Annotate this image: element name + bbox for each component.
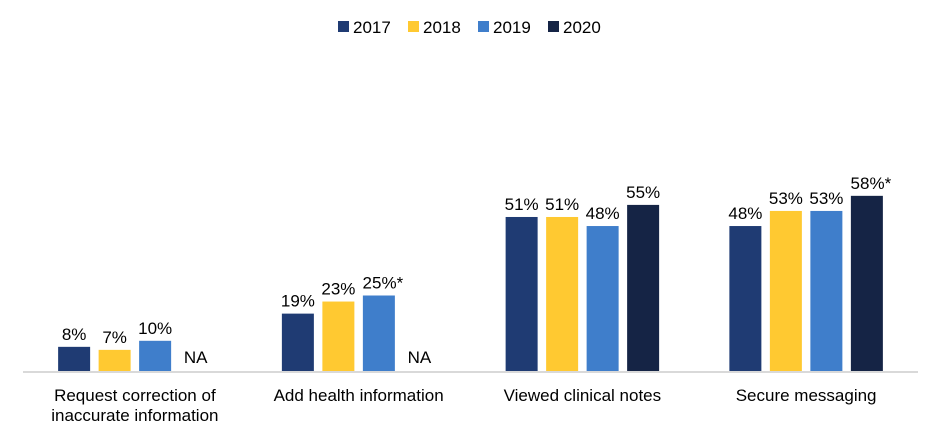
bar-2017-cat2 — [505, 216, 538, 371]
bar-2019-cat0 — [139, 340, 172, 371]
legend-swatch-2018 — [408, 21, 419, 32]
category-labels: Request correction of inaccurate informat… — [51, 386, 876, 425]
data-label-2017-cat2: 51% — [505, 195, 539, 214]
category-label-2: Viewed clinical notes — [504, 386, 662, 405]
legend-label-2017: 2017 — [353, 18, 391, 37]
legend-label-2018: 2018 — [423, 18, 461, 37]
data-label-2019-cat2: 48% — [586, 204, 620, 223]
legend-swatch-2017 — [338, 21, 349, 32]
bar-2019-cat2 — [586, 226, 619, 371]
legend: 2017 2018 2019 2020 — [338, 18, 601, 37]
data-label-2019-cat1: 25%* — [363, 274, 404, 293]
legend-label-2020: 2020 — [563, 18, 601, 37]
category-label-3: Secure messaging — [736, 386, 877, 405]
data-labels: 8% 7% 10% NA 19% 23% 25%* NA 51% 51% 48% 55% 48% 53% 5… — [62, 174, 892, 367]
bar-2020-cat2 — [627, 204, 660, 371]
bar-2018-cat1 — [322, 301, 355, 371]
bar-2019-cat1 — [362, 295, 395, 371]
data-label-2017-cat1: 19% — [281, 292, 315, 311]
data-label-2020-cat3: 58%* — [851, 174, 892, 193]
bars — [58, 195, 883, 371]
category-label-1: Add health information — [274, 386, 444, 405]
data-label-2020-cat2: 55% — [626, 183, 660, 202]
data-label-2019-cat3: 53% — [809, 189, 843, 208]
data-label-2018-cat3: 53% — [769, 189, 803, 208]
category-label-0: Request correction of inaccurate informat… — [51, 386, 218, 425]
na-label-2020-cat1: NA — [408, 348, 432, 367]
data-label-2018-cat2: 51% — [545, 195, 579, 214]
bar-2017-cat1 — [281, 313, 314, 371]
bar-2019-cat3 — [810, 210, 843, 371]
legend-swatch-2020 — [548, 21, 559, 32]
bar-2017-cat0 — [58, 346, 91, 371]
data-label-2019-cat0: 10% — [138, 319, 172, 338]
bar-2018-cat2 — [546, 216, 579, 371]
bar-2017-cat3 — [729, 226, 762, 371]
data-label-2017-cat3: 48% — [728, 204, 762, 223]
data-label-2018-cat1: 23% — [321, 280, 355, 299]
bar-2018-cat0 — [98, 349, 131, 371]
legend-label-2019: 2019 — [493, 18, 531, 37]
bar-2018-cat3 — [769, 210, 802, 371]
legend-swatch-2019 — [478, 21, 489, 32]
bar-2020-cat3 — [850, 195, 883, 371]
na-label-2020-cat0: NA — [184, 348, 208, 367]
data-label-2017-cat0: 8% — [62, 325, 87, 344]
data-label-2018-cat0: 7% — [102, 328, 127, 347]
